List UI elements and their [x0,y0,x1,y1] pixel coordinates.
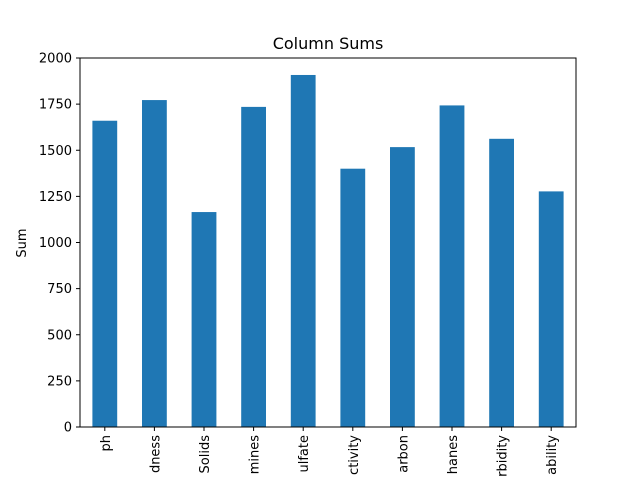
bar-rbidity [489,138,514,427]
x-tick-label: ulfate [297,435,312,473]
bar-ctivity [340,168,366,427]
chart-title: Column Sums [273,34,384,53]
y-tick-label: 1250 [39,190,72,205]
y-tick-label: 750 [47,282,72,297]
bar-ulfate [290,74,316,427]
x-tick-label: ph [99,435,114,452]
y-axis-ticks: 0 250 500 750 1000 1250 1500 1750 2000 [39,52,80,436]
y-tick-label: 1750 [39,98,72,113]
y-tick-label: 2000 [39,52,72,67]
x-tick-label: mines [248,435,263,475]
y-tick-label: 1000 [39,236,72,251]
y-tick-label: 250 [47,374,72,389]
y-tick-label: 500 [47,328,72,343]
bar-hanes [439,105,465,427]
y-tick-label: 0 [64,421,72,436]
bar-mines [241,106,266,427]
x-tick-label: hanes [446,435,461,474]
y-axis-label: Sum [15,228,30,257]
x-tick-label: arbon [396,435,411,473]
bar-Solids [191,212,217,427]
bars-group [92,74,564,427]
x-tick-label: ability [545,435,560,475]
y-tick-label: 1500 [39,144,72,159]
x-tick-label: rbidity [496,435,511,477]
bar-dness [142,100,167,427]
bar-ability [538,191,564,427]
x-tick-label: dness [148,435,163,473]
x-tick-label: Solids [198,435,213,474]
bar-arbon [390,147,415,427]
x-axis-ticks: ph dness Solids mines ulfate ctivity arbon hane… [99,427,560,477]
bar-ph [92,120,118,427]
plot-frame [79,57,577,428]
x-tick-label: ctivity [347,435,362,475]
